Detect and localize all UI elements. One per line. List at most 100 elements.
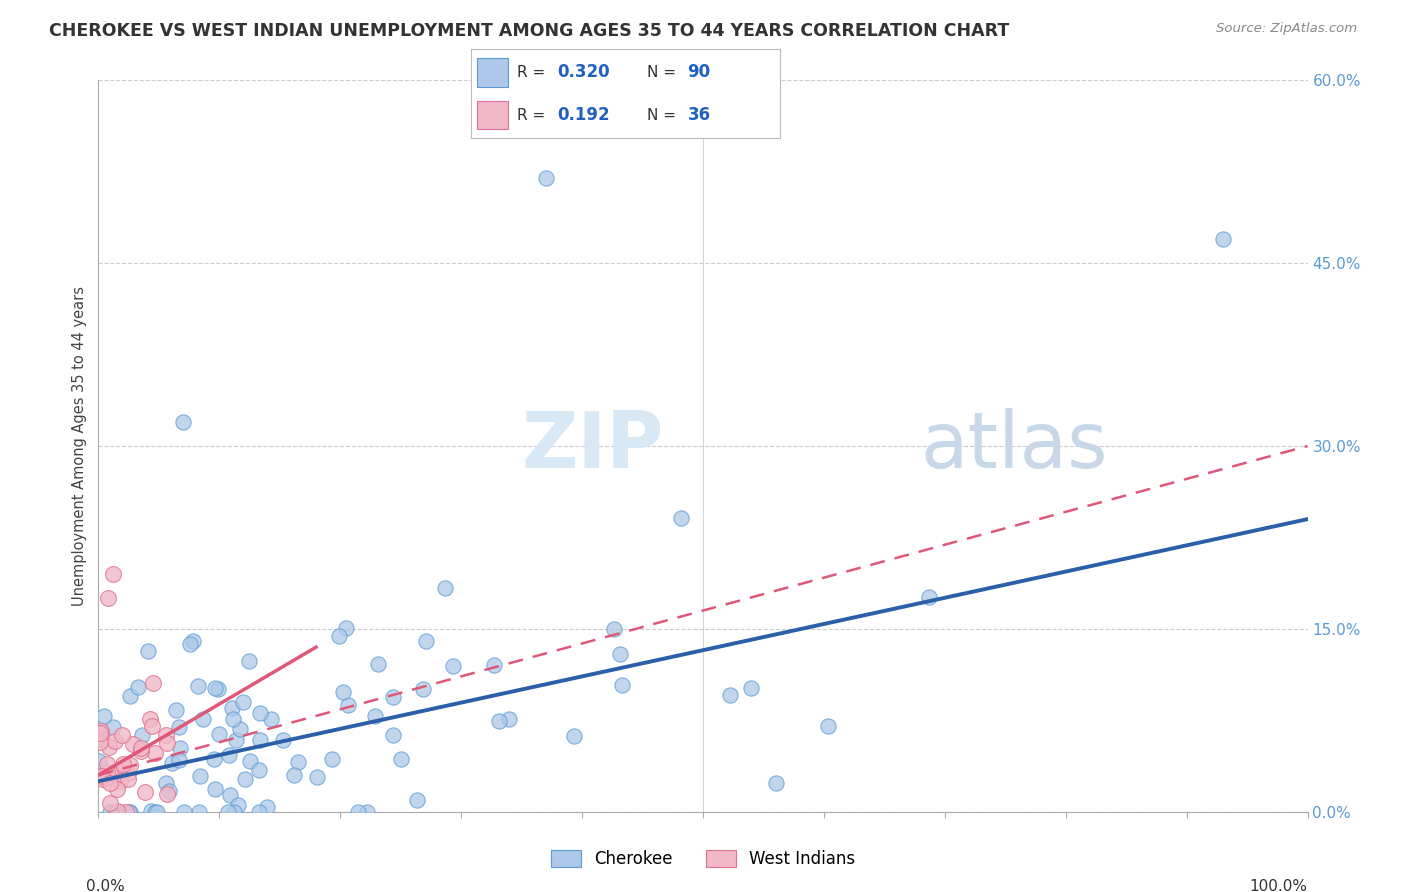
Point <box>172 415 194 429</box>
Bar <box>477 101 508 129</box>
Point <box>256 799 278 814</box>
Text: R =: R = <box>517 108 555 122</box>
Text: 0.0%: 0.0% <box>86 879 125 892</box>
Point <box>562 729 585 743</box>
Point <box>145 805 167 819</box>
Point <box>226 798 249 813</box>
Point <box>389 751 412 765</box>
Point <box>104 733 127 747</box>
Point <box>167 753 190 767</box>
Point <box>718 688 741 702</box>
Legend: Cherokee, West Indians: Cherokee, West Indians <box>543 842 863 877</box>
Point <box>412 681 434 696</box>
Point <box>232 695 254 709</box>
Point <box>114 805 136 819</box>
Point <box>104 805 127 819</box>
Point <box>208 727 231 741</box>
Point <box>335 621 357 635</box>
Point <box>129 741 152 756</box>
Point <box>118 757 141 772</box>
Point <box>207 681 229 696</box>
Point <box>610 678 633 692</box>
Bar <box>477 58 508 87</box>
Point <box>120 689 142 703</box>
Point <box>139 712 162 726</box>
Point <box>117 772 139 786</box>
Point <box>337 698 360 712</box>
Point <box>669 511 692 525</box>
Point <box>89 726 111 740</box>
Point <box>179 636 201 650</box>
Point <box>488 714 510 729</box>
Point <box>141 719 163 733</box>
Point <box>817 719 839 733</box>
Point <box>108 774 131 789</box>
Text: 0.192: 0.192 <box>558 106 610 124</box>
Point <box>187 679 209 693</box>
Point <box>118 805 141 819</box>
Point <box>143 747 166 761</box>
Point <box>225 732 247 747</box>
Point <box>93 709 115 723</box>
Text: 90: 90 <box>688 63 710 81</box>
Text: 100.0%: 100.0% <box>1250 879 1308 892</box>
Point <box>204 681 226 696</box>
Point <box>145 805 167 819</box>
Point <box>406 793 429 807</box>
Point <box>98 805 121 819</box>
Point <box>96 756 118 771</box>
Point <box>156 787 179 801</box>
Point <box>191 713 214 727</box>
Point <box>97 591 120 606</box>
Point <box>90 723 112 738</box>
Point <box>96 764 118 779</box>
Point <box>105 781 128 796</box>
Point <box>918 590 941 604</box>
Point <box>202 752 225 766</box>
Point <box>87 754 110 768</box>
Text: N =: N = <box>647 108 681 122</box>
Point <box>101 567 124 582</box>
Point <box>108 805 131 819</box>
Point <box>218 748 240 763</box>
Text: CHEROKEE VS WEST INDIAN UNEMPLOYMENT AMONG AGES 35 TO 44 YEARS CORRELATION CHART: CHEROKEE VS WEST INDIAN UNEMPLOYMENT AMO… <box>49 22 1010 40</box>
Text: 36: 36 <box>688 106 710 124</box>
Point <box>346 805 368 819</box>
Point <box>287 755 309 769</box>
Point <box>415 634 437 648</box>
Point <box>273 733 295 747</box>
Point <box>91 772 114 786</box>
Point <box>433 581 456 595</box>
Point <box>332 684 354 698</box>
Point <box>139 804 162 818</box>
Point <box>228 723 250 737</box>
Text: atlas: atlas <box>921 408 1108 484</box>
Point <box>247 805 270 819</box>
Text: N =: N = <box>647 65 681 79</box>
Point <box>221 701 243 715</box>
Point <box>169 741 191 756</box>
Point <box>98 796 121 810</box>
Point <box>765 776 787 790</box>
Point <box>156 736 179 750</box>
Text: ZIP: ZIP <box>522 408 664 484</box>
Point <box>498 712 520 726</box>
Point <box>249 706 271 721</box>
Point <box>364 709 387 723</box>
Point <box>155 776 177 790</box>
Point <box>249 763 271 777</box>
Point <box>356 805 378 819</box>
Point <box>534 170 557 185</box>
Point <box>136 644 159 658</box>
Point <box>97 740 120 755</box>
Point <box>90 731 112 746</box>
Point <box>89 735 111 749</box>
Point <box>484 658 506 673</box>
Point <box>238 654 260 668</box>
Point <box>382 728 405 742</box>
Point <box>1212 232 1234 246</box>
Text: 0.320: 0.320 <box>558 63 610 81</box>
Point <box>181 633 204 648</box>
Point <box>122 737 145 751</box>
Point <box>118 805 141 819</box>
